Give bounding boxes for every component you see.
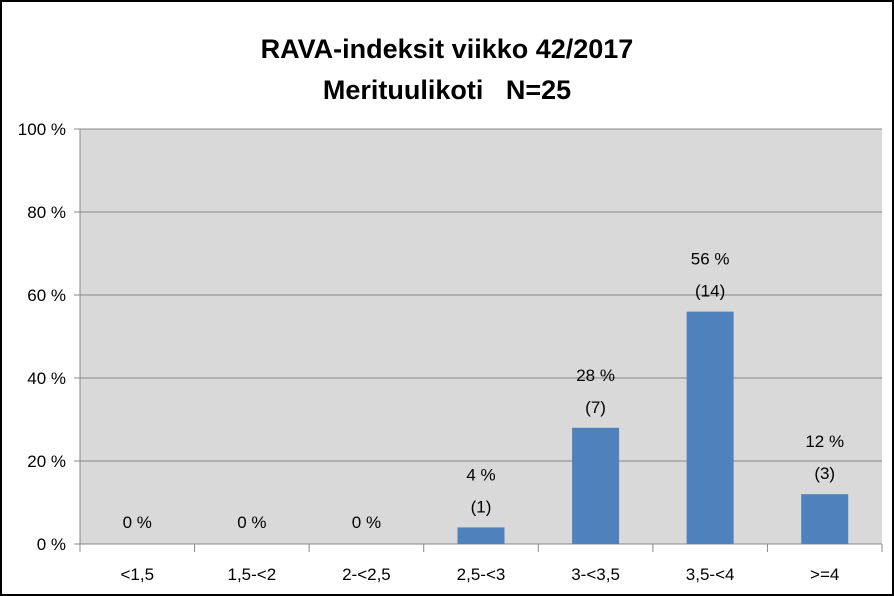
count-label: (1)	[471, 497, 492, 516]
value-label: 0 %	[352, 513, 381, 532]
y-tick-label: 80 %	[27, 203, 66, 222]
bar	[572, 427, 620, 544]
chart-title: RAVA-indeksit viikko 42/2017	[261, 34, 634, 64]
y-tick-label: 0 %	[37, 535, 66, 554]
count-label: (7)	[585, 398, 606, 417]
y-tick-label: 40 %	[27, 369, 66, 388]
count-label: (3)	[814, 464, 835, 483]
x-tick-label: <1,5	[121, 565, 155, 584]
bar	[801, 494, 849, 544]
value-label: 28 %	[576, 366, 615, 385]
x-tick-label: 2-<2,5	[342, 565, 391, 584]
chart-subtitle: Merituulikoti N=25	[323, 75, 571, 105]
value-label: 0 %	[123, 513, 152, 532]
y-tick-label: 60 %	[27, 286, 66, 305]
plot-area: 0 % 20 % 40 % 60 % 80 % 100 % <1,5 0 % 1,5-<2 0 %…	[18, 120, 883, 584]
value-label: 4 %	[466, 465, 495, 484]
count-label: (14)	[695, 282, 725, 301]
value-label: 0 %	[237, 513, 266, 532]
x-tick-label: 1,5-<2	[228, 565, 277, 584]
plot-background	[80, 129, 882, 544]
bar	[457, 527, 505, 544]
value-label: 56 %	[691, 250, 730, 269]
x-tick-label: 3-<3,5	[571, 565, 620, 584]
x-tick-label: >=4	[810, 565, 839, 584]
y-tick-label: 20 %	[27, 452, 66, 471]
x-tick-label: 2,5-<3	[457, 565, 506, 584]
y-tick-label: 100 %	[18, 120, 66, 139]
x-tick-label: 3,5-<4	[686, 565, 735, 584]
value-label: 12 %	[805, 432, 844, 451]
bar	[686, 311, 734, 544]
